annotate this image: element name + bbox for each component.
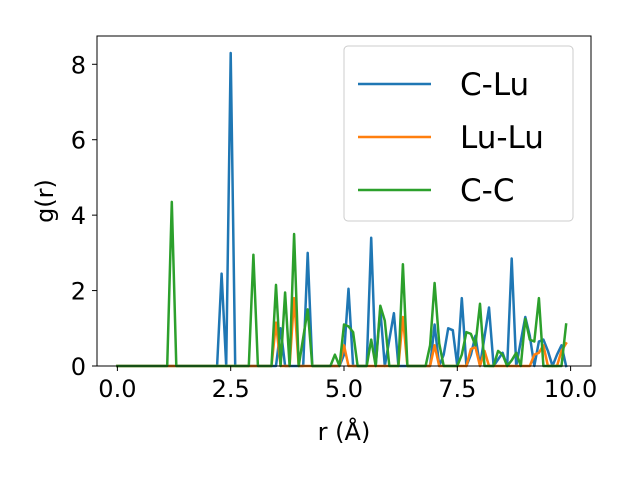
series-line-lu-lu [116, 296, 568, 368]
x-axis-label: r (Å) [318, 417, 371, 446]
x-tick-label: 7.5 [438, 375, 476, 403]
legend-box [343, 45, 574, 222]
legend: C-Lu Lu-Lu C-C [343, 45, 574, 222]
x-tick-label: 2.5 [212, 375, 250, 403]
y-axis: 0 2 4 6 8 [71, 51, 97, 381]
legend-label-c-lu: C-Lu [460, 67, 529, 103]
y-axis-label: g(r) [31, 179, 59, 223]
y-tick-label: 8 [71, 51, 86, 79]
y-tick-label: 6 [71, 127, 86, 155]
y-tick-label: 2 [71, 278, 86, 306]
x-tick-label: 5.0 [325, 375, 363, 403]
y-tick-label: 0 [71, 353, 86, 381]
x-tick-label: 0.0 [98, 375, 136, 403]
y-tick-label: 4 [71, 202, 86, 230]
x-axis: 0.0 2.5 5.0 7.5 10.0 [98, 366, 597, 403]
x-tick-label: 10.0 [544, 375, 597, 403]
legend-label-lu-lu: Lu-Lu [460, 120, 544, 156]
legend-label-c-c: C-C [460, 173, 514, 209]
